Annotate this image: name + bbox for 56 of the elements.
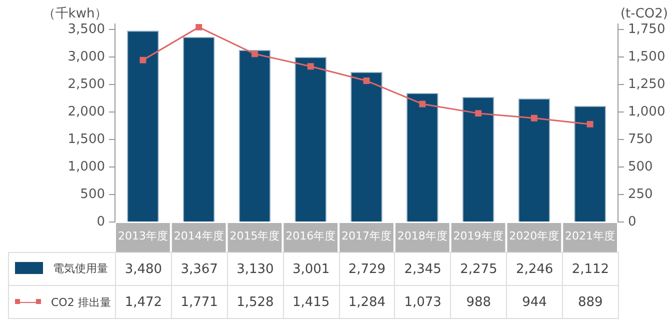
y2-tick-label: 500 <box>628 159 653 174</box>
y2-tick-label: 1,750 <box>628 22 666 37</box>
legend-label: CO2 排出量 <box>51 294 111 310</box>
x-tick-label: 2018年度 <box>397 229 448 242</box>
x-tick-label: 2014年度 <box>174 229 224 242</box>
data-label: 3,367 <box>171 252 228 286</box>
data-label: 889 <box>562 286 618 318</box>
point <box>307 63 314 70</box>
y2-tick-label: 1,250 <box>628 76 666 92</box>
data-label: 944 <box>506 286 562 318</box>
x-tick-label: 2015年度 <box>230 229 280 242</box>
y-tick-label: 1,000 <box>68 159 105 174</box>
data-label: 3,480 <box>116 252 172 286</box>
data-label: 1,073 <box>394 286 451 318</box>
data-label: 2,275 <box>450 252 507 286</box>
y-axis-title: （千kwh） <box>42 6 108 22</box>
y-tick-label: 2,500 <box>68 76 105 92</box>
point <box>252 50 258 58</box>
y-tick-label: 3,500 <box>68 22 105 37</box>
data-label: 1,415 <box>283 286 339 318</box>
data-label: 3,130 <box>227 252 284 286</box>
data-label: 3,001 <box>283 252 339 286</box>
y-tick-label: 0 <box>96 214 105 230</box>
point <box>196 24 202 30</box>
point <box>530 114 538 122</box>
y-tick-label: 3,000 <box>68 49 105 64</box>
x-tick-label: 2016年度 <box>286 229 336 242</box>
y2-tick-label: 1,000 <box>628 104 666 120</box>
point <box>475 110 482 117</box>
y2-tick-label: 750 <box>628 132 653 147</box>
point <box>140 56 146 64</box>
legend-label: 電気使用量 <box>53 260 108 276</box>
y-tick-label: 500 <box>80 186 105 202</box>
point <box>363 78 370 84</box>
y2-tick-label: 1,500 <box>628 49 666 64</box>
data-label: 1,472 <box>116 286 172 318</box>
point <box>419 100 426 108</box>
y2-tick-label: 0 <box>628 214 636 230</box>
data-label: 1,771 <box>171 286 228 318</box>
data-label: 2,246 <box>506 252 562 286</box>
x-tick-label: 2021年度 <box>565 229 616 242</box>
x-tick-label: 2020年度 <box>509 229 560 242</box>
y2-axis-title: (t-CO2) <box>620 6 668 22</box>
y-tick-label: 1,500 <box>68 132 105 147</box>
y2-tick-label: 250 <box>628 186 653 202</box>
x-tick-label: 2017年度 <box>342 229 392 242</box>
data-label: 988 <box>450 286 507 318</box>
data-label: 1,528 <box>227 286 284 318</box>
data-label: 2,112 <box>562 252 618 286</box>
data-label: 1,284 <box>339 286 395 318</box>
x-tick-label: 2013年度 <box>118 229 168 242</box>
data-label: 2,345 <box>394 252 451 286</box>
data-label: 2,729 <box>339 252 395 286</box>
x-tick-label: 2019年度 <box>453 229 504 242</box>
y-tick-label: 2,000 <box>68 104 105 120</box>
point <box>586 120 594 128</box>
